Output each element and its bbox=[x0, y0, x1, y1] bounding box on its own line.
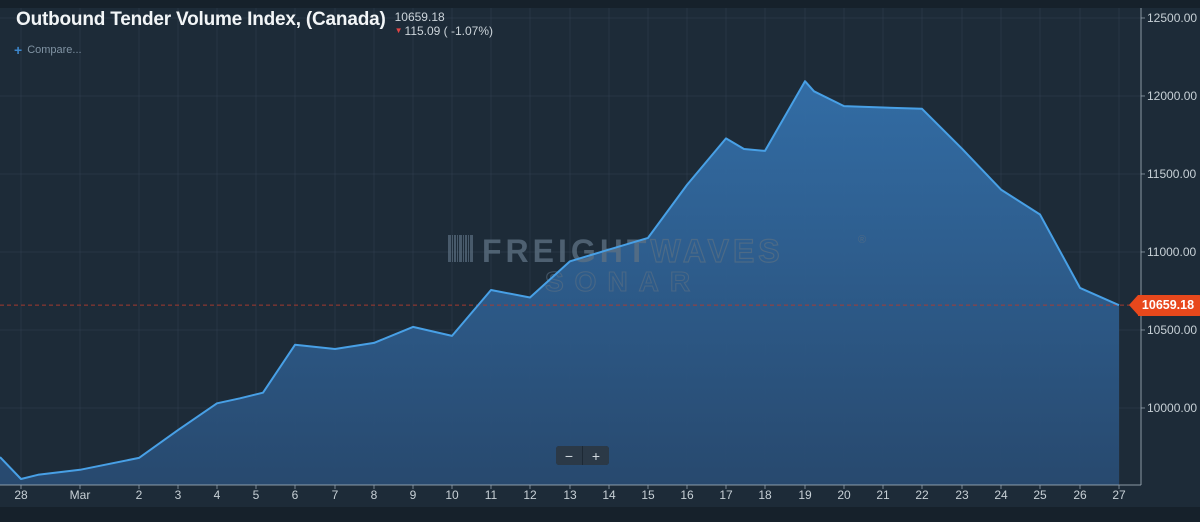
price-line-series bbox=[0, 80, 1120, 480]
zoom-out-button[interactable]: − bbox=[556, 446, 582, 465]
watermark-waves: WAVES bbox=[650, 233, 783, 269]
chart-title: Outbound Tender Volume Index, (Canada) bbox=[16, 9, 386, 30]
price-tag-value: 10659.18 bbox=[1138, 294, 1200, 316]
watermark-sonar: SONAR bbox=[545, 266, 701, 297]
barcode-icon bbox=[470, 235, 473, 262]
down-arrow-icon: ▼ bbox=[394, 26, 403, 35]
chart-header: Outbound Tender Volume Index, (Canada) 1… bbox=[16, 9, 493, 38]
registered-mark: ® bbox=[858, 234, 866, 246]
barcode-icon bbox=[468, 235, 469, 262]
barcode-icon bbox=[465, 235, 467, 262]
area-fill bbox=[0, 81, 1119, 485]
barcode-icon bbox=[448, 235, 451, 262]
zoom-in-button[interactable]: + bbox=[583, 446, 609, 465]
watermark-freight: FREIGHT bbox=[482, 233, 650, 269]
zoom-controls: − + bbox=[556, 446, 609, 465]
watermark-brand: FREIGHTWAVES bbox=[482, 233, 784, 269]
top-frame-strip bbox=[0, 0, 1200, 8]
bottom-frame-strip bbox=[0, 507, 1200, 522]
barcode-icon bbox=[452, 235, 453, 262]
change-line: ▼ 115.09 ( -1.07%) bbox=[395, 24, 493, 38]
last-value: 10659.18 bbox=[394, 10, 445, 24]
barcode-icon bbox=[463, 235, 464, 262]
plus-icon: + bbox=[14, 42, 23, 58]
barcode-icon bbox=[459, 235, 462, 262]
change-value: 115.09 ( -1.07%) bbox=[404, 24, 494, 38]
price-tag-arrow-icon bbox=[1129, 295, 1138, 316]
barcode-icon bbox=[454, 235, 456, 262]
last-value-block: 10659.18 ▼ 115.09 ( -1.07%) bbox=[395, 10, 493, 38]
freightwaves-watermark: FREIGHTWAVES ® SONAR bbox=[448, 232, 866, 298]
compare-button[interactable]: + Compare... bbox=[14, 42, 82, 58]
compare-label: Compare... bbox=[27, 44, 82, 56]
last-price-tag: 10659.18 bbox=[1129, 294, 1200, 316]
barcode-icon bbox=[457, 235, 458, 262]
